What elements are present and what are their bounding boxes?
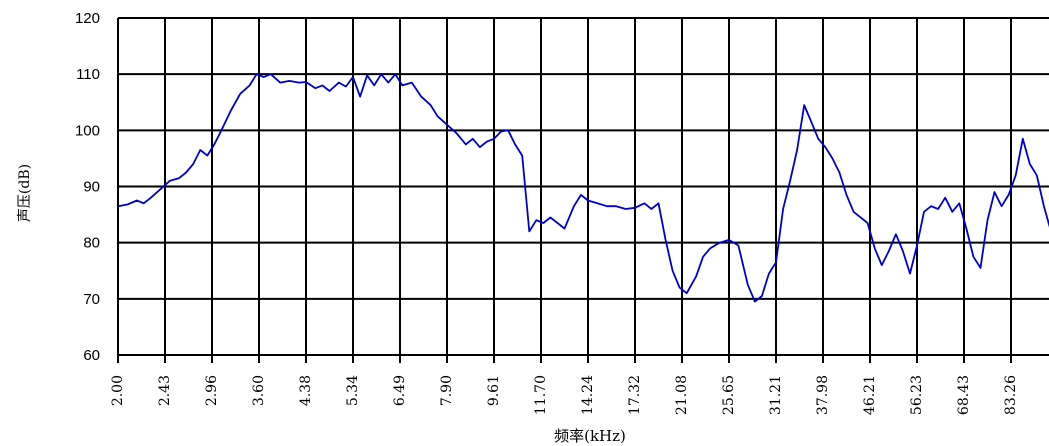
- x-tick-label: 25.65: [721, 375, 737, 415]
- y-tick-label: 60: [83, 347, 100, 364]
- y-tick-label: 120: [75, 10, 100, 27]
- x-tick-label: 68.43: [956, 375, 972, 415]
- x-tick-label: 4.38: [298, 375, 314, 406]
- x-tick-label: 37.98: [815, 375, 831, 415]
- chart-grid: [117, 17, 1049, 363]
- y-axis-label: 声压(dB): [17, 164, 33, 222]
- y-tick-label: 70: [83, 291, 100, 308]
- x-tick-label: 56.23: [909, 375, 925, 415]
- y-tick-label: 90: [83, 179, 100, 196]
- x-tick-label: 14.24: [580, 375, 596, 415]
- x-axis-label: 频率(kHz): [554, 427, 626, 445]
- x-tick-label: 5.34: [345, 375, 361, 406]
- x-axis-ticks: 2.00 2.43 2.96 3.60 4.38 5.34 6.49 7.90 9.61 11.7…: [110, 375, 1019, 415]
- y-tick-label: 110: [76, 66, 100, 83]
- x-tick-label: 21.08: [674, 375, 690, 415]
- y-axis-ticks: 60 70 80 90 100 110 120: [75, 10, 100, 364]
- x-tick-label: 83.26: [1003, 375, 1019, 415]
- x-tick-label: 11.70: [533, 375, 549, 415]
- y-tick-label: 80: [83, 235, 100, 252]
- series-lines: [117, 73, 1049, 303]
- x-tick-label: 3.60: [251, 375, 267, 406]
- x-tick-label: 31.21: [768, 375, 784, 415]
- x-tick-label: 2.96: [204, 375, 220, 406]
- x-tick-label: 17.32: [627, 375, 643, 415]
- series-line: [117, 73, 1049, 303]
- x-tick-label: 6.49: [392, 375, 408, 406]
- x-tick-label: 7.90: [439, 375, 455, 406]
- x-tick-label: 2.43: [157, 375, 173, 406]
- x-tick-label: 2.00: [110, 375, 126, 406]
- x-tick-label: 9.61: [486, 375, 502, 406]
- y-tick-label: 100: [75, 122, 100, 139]
- x-tick-label: 46.21: [862, 375, 878, 415]
